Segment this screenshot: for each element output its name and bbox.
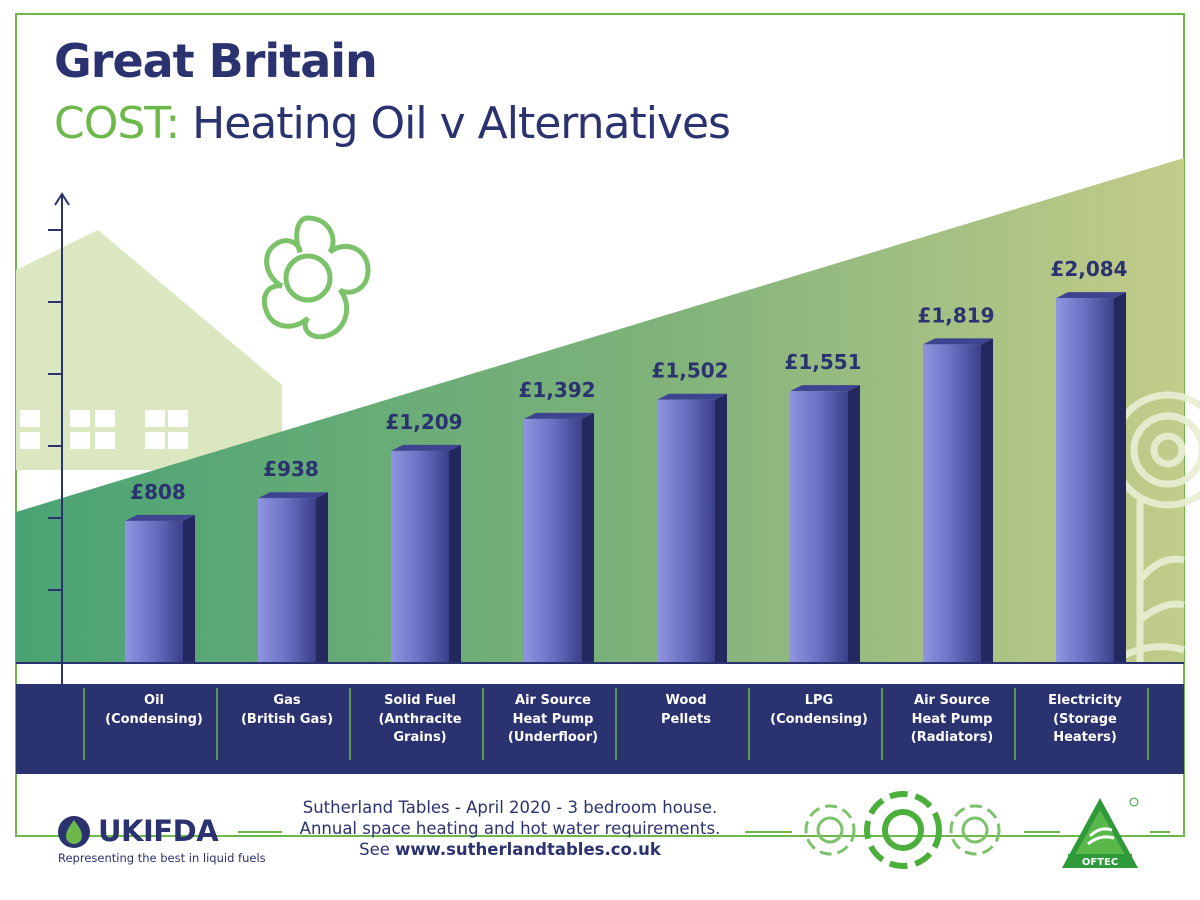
bar-8 (1056, 292, 1126, 662)
bar-front (790, 391, 848, 662)
category-band (16, 684, 1184, 774)
page-subtitle: COST: Heating Oil v Alternatives (54, 98, 731, 149)
bar-top (125, 514, 195, 521)
ukifda-tagline: Representing the best in liquid fuels (58, 851, 266, 865)
bar-side (1114, 292, 1126, 662)
category-label-8: Electricity (Storage Heaters) (1048, 693, 1122, 745)
oftec-logo: OFTEC (1060, 796, 1140, 877)
category-label-4: Air Source Heat Pump (Underfloor) (507, 693, 599, 745)
value-label-7: £1,819 (917, 303, 994, 327)
bar-side (848, 385, 860, 662)
bar-top (1056, 292, 1126, 299)
bar-side (316, 492, 328, 662)
category-label-3: Solid Fuel (Anthracite Grains) (378, 693, 462, 745)
bar-front (524, 418, 582, 662)
source-url-link[interactable]: www.sutherlandtables.co.uk (395, 840, 661, 859)
y-axis (48, 192, 70, 684)
bar-3 (391, 444, 461, 662)
bar-top (923, 338, 993, 345)
category-label-1: Oil (Condensing) (105, 693, 203, 727)
subtitle-rest: Heating Oil v Alternatives (179, 98, 731, 149)
page-title: Great Britain (54, 34, 378, 88)
category-label-6: LPG (Condensing) (770, 693, 868, 727)
bar-front (258, 498, 316, 662)
oftec-shield-icon: OFTEC (1062, 797, 1139, 868)
ukifda-name: UKIFDA (98, 814, 219, 848)
value-label-3: £1,209 (385, 410, 462, 434)
bar-top (657, 393, 727, 400)
oftec-name: OFTEC (1082, 857, 1118, 868)
bar-5 (657, 393, 727, 662)
ukifda-logo: UKIFDA Representing the best in liquid f… (56, 810, 286, 870)
bar-front (1056, 298, 1114, 662)
category-dividers (83, 688, 1149, 760)
bar-7 (923, 338, 993, 662)
bar-side (183, 514, 195, 662)
flower-outline-icon (262, 215, 371, 340)
value-label-4: £1,392 (518, 378, 595, 402)
bar-front (391, 450, 449, 662)
value-label-1: £808 (130, 480, 186, 504)
bar-1 (125, 514, 195, 662)
bar-side (981, 338, 993, 662)
bar-top (258, 492, 328, 499)
value-label-8: £2,084 (1050, 257, 1127, 281)
bar-front (125, 520, 183, 662)
value-label-5: £1,502 (651, 359, 728, 383)
value-label-2: £938 (263, 457, 319, 481)
source-note: Sutherland Tables - April 2020 - 3 bedro… (280, 797, 740, 860)
flower-outline-icon (804, 804, 1001, 856)
category-label-5: Wood Pellets (660, 693, 712, 727)
bar-4 (524, 412, 594, 662)
ukifda-drop-icon (58, 816, 90, 848)
source-note-prefix: See (359, 840, 396, 859)
bar-side (449, 444, 461, 662)
bar-top (524, 412, 594, 419)
swirl-tree-icon (1109, 391, 1200, 664)
category-label-7: Air Source Heat Pump (Radiators) (910, 693, 994, 745)
bar-side (582, 412, 594, 662)
category-label-2: Gas (British Gas) (240, 693, 334, 727)
bar-top (391, 444, 461, 451)
flower-outline-icon (864, 791, 942, 869)
value-label-6: £1,551 (784, 350, 861, 374)
source-note-line1: Sutherland Tables - April 2020 - 3 bedro… (302, 798, 718, 817)
bar-front (657, 399, 715, 662)
bar-side (715, 393, 727, 662)
bar-2 (258, 492, 328, 662)
bar-6 (790, 385, 860, 662)
source-note-line3: See www.sutherlandtables.co.uk (280, 839, 740, 860)
source-note-line2: Annual space heating and hot water requi… (299, 819, 721, 838)
house-silhouette-icon (16, 230, 282, 470)
bar-top (790, 385, 860, 392)
subtitle-accent: COST: (54, 98, 180, 149)
bar-front (923, 344, 981, 662)
